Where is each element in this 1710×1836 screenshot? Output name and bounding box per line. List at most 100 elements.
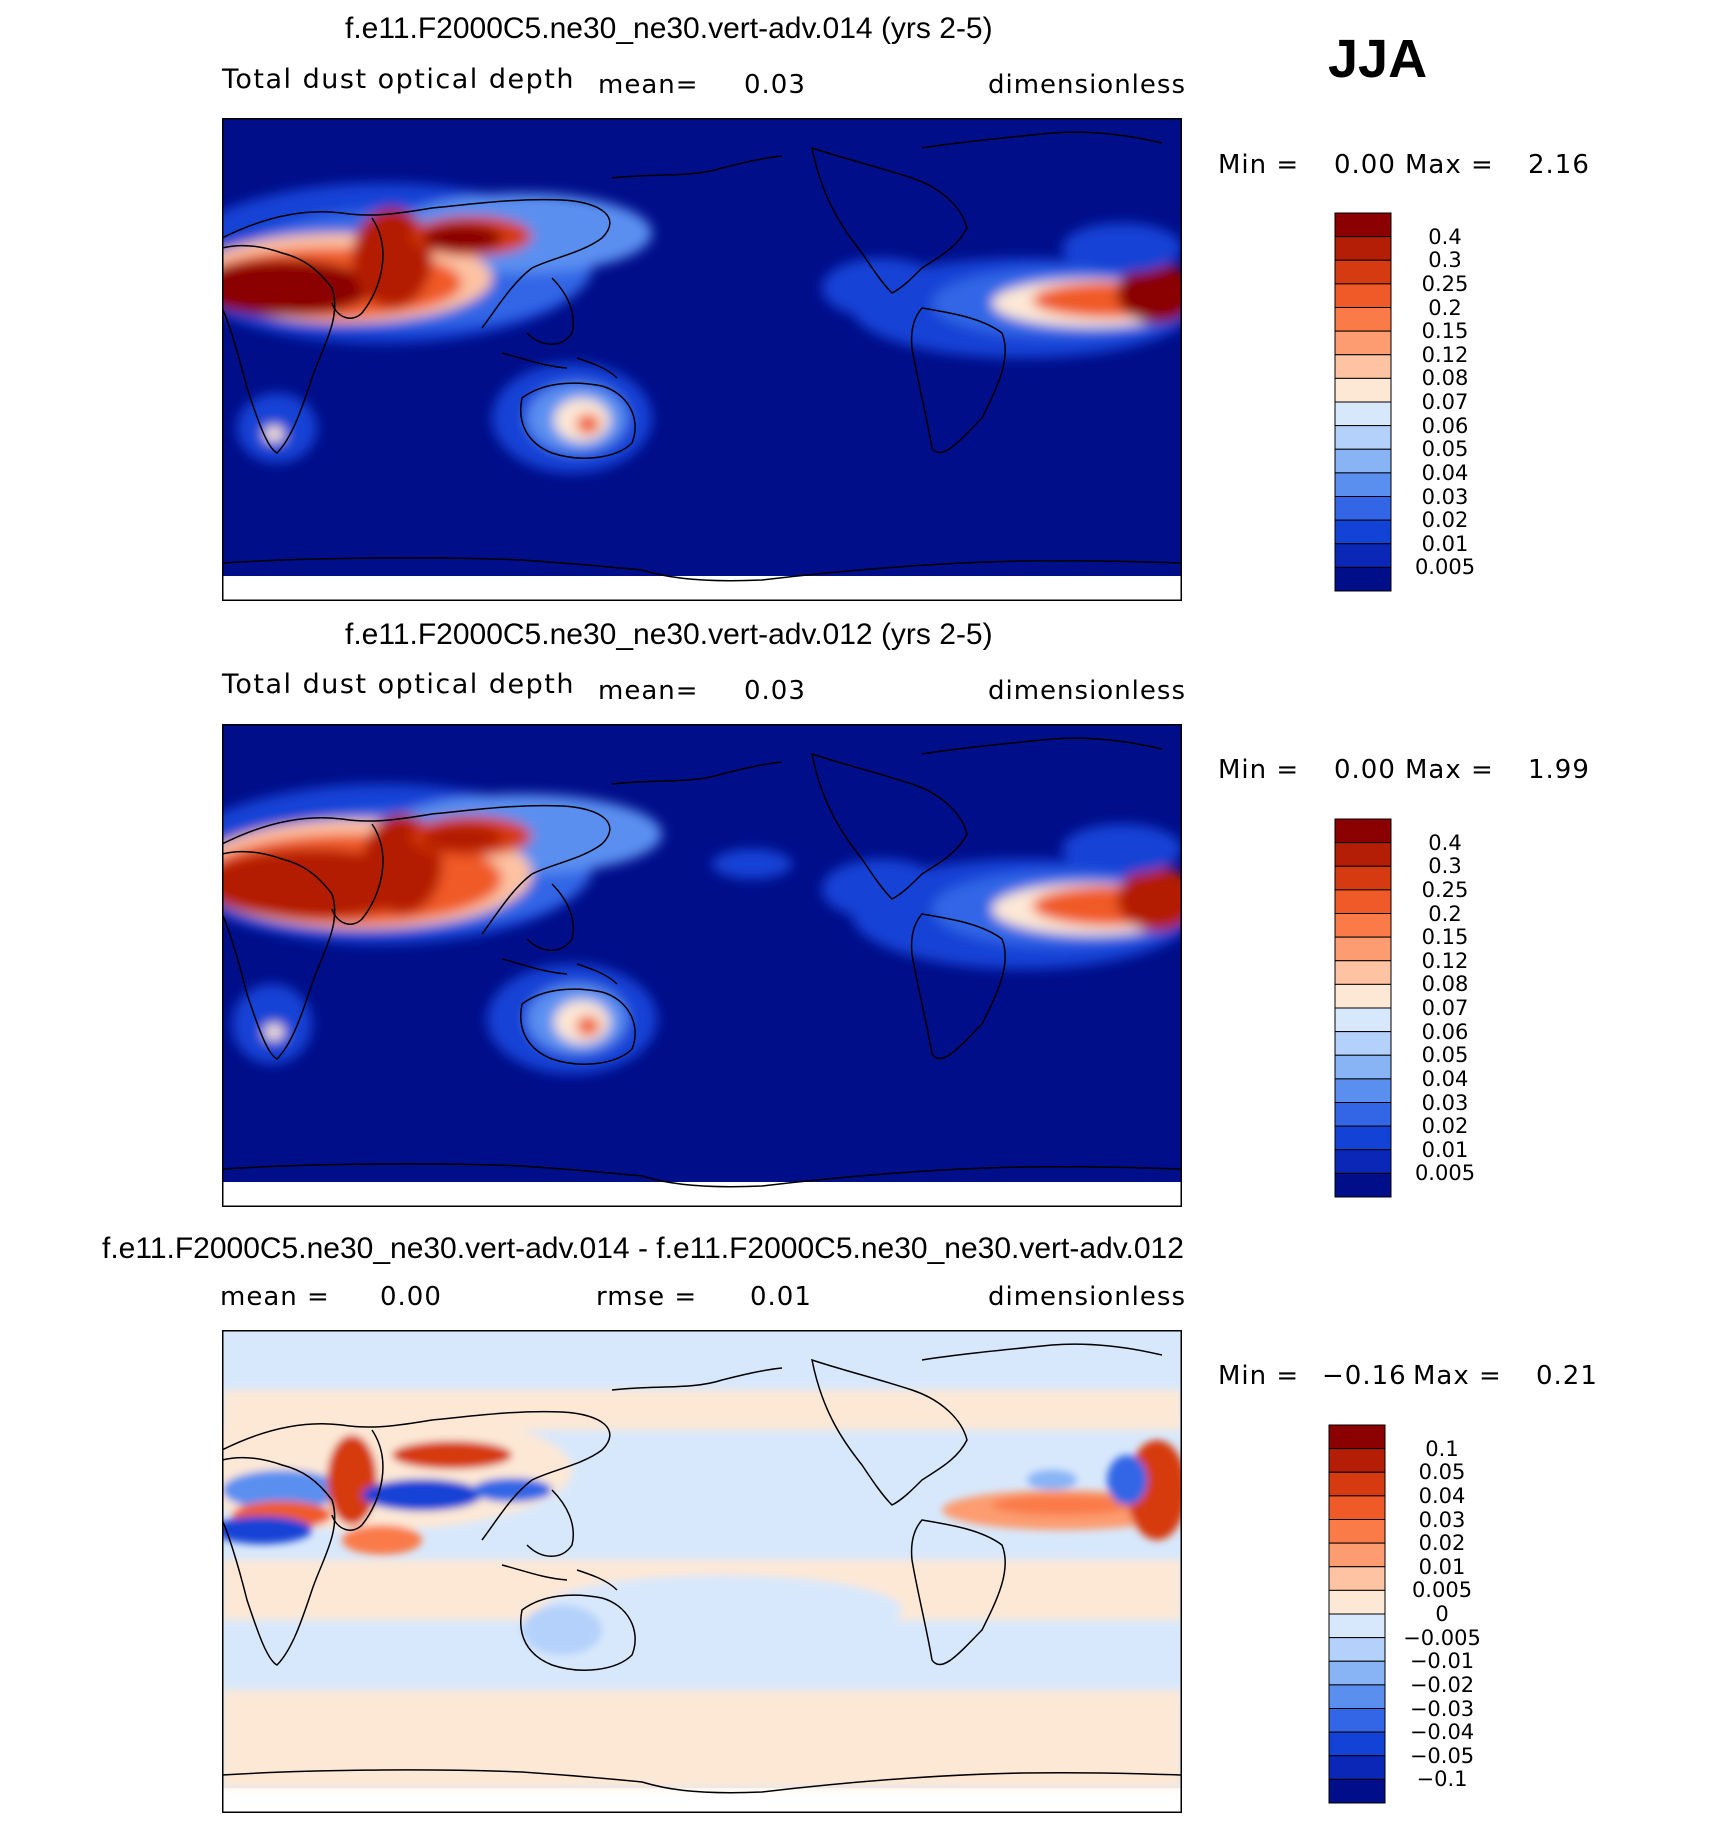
colorbar-swatch xyxy=(1334,519,1392,545)
colorbar-swatch xyxy=(1334,889,1392,914)
colorbar-swatch xyxy=(1328,1778,1386,1804)
colorbar-tick-label: 0.01 xyxy=(1421,531,1469,556)
panel-2-colorbar-labels: 0.4 0.3 0.25 0.2 0.15 0.12 0.08 0.07 0.06 0.05 0.0… xyxy=(1400,818,1490,1198)
colorbar-tick-label: 0.2 xyxy=(1428,295,1462,320)
colorbar-tick-label: 0.06 xyxy=(1421,1019,1469,1044)
colorbar-tick-label: 0.04 xyxy=(1421,460,1469,485)
colorbar-tick-label: 0.04 xyxy=(1418,1483,1466,1508)
colorbar-tick-label: 0.005 xyxy=(1414,555,1476,580)
colorbar-tick-label: 0.15 xyxy=(1421,319,1469,344)
colorbar-tick-label: 0.25 xyxy=(1421,271,1469,296)
colorbar-tick-label: 0.1 xyxy=(1425,1436,1459,1461)
colorbar-tick-label: 0.4 xyxy=(1428,830,1462,855)
panel-3-min-value: −0.16 xyxy=(1322,1361,1407,1391)
colorbar-swatch xyxy=(1334,1172,1392,1198)
panel-1-min-value: 0.00 xyxy=(1334,150,1396,180)
panel-1-max-label: Max = xyxy=(1405,150,1494,180)
colorbar-tick-label: −0.04 xyxy=(1409,1720,1475,1745)
colorbar-swatch xyxy=(1334,960,1392,985)
colorbar-swatch xyxy=(1328,1542,1386,1568)
panel-1-min-label: Min = xyxy=(1218,150,1300,180)
colorbar-swatch xyxy=(1334,1149,1392,1174)
panel-2-max-value: 1.99 xyxy=(1528,755,1590,785)
colorbar-tick-label: 0.08 xyxy=(1421,972,1469,997)
panel-2-map xyxy=(222,724,1182,1207)
colorbar-swatch xyxy=(1334,818,1392,844)
colorbar-swatch xyxy=(1328,1755,1386,1780)
colorbar-swatch xyxy=(1334,354,1392,379)
colorbar-tick-label: 0.3 xyxy=(1428,248,1462,273)
colorbar-swatch xyxy=(1334,842,1392,867)
colorbar-swatch xyxy=(1328,1731,1386,1757)
colorbar-swatch xyxy=(1328,1566,1386,1591)
colorbar-tick-label: 0.05 xyxy=(1421,1043,1469,1068)
colorbar-swatch xyxy=(1334,865,1392,891)
colorbar-tick-label: 0.03 xyxy=(1418,1507,1466,1532)
colorbar-swatch xyxy=(1334,1007,1392,1033)
panel-2-colorbar xyxy=(1334,818,1392,1198)
colorbar-tick-label: 0.02 xyxy=(1418,1531,1466,1556)
panel-3-mean-label: mean = xyxy=(220,1282,330,1312)
colorbar-swatch xyxy=(1334,472,1392,497)
panel-2-min-label: Min = xyxy=(1218,755,1300,785)
colorbar-tick-label: 0.03 xyxy=(1421,484,1469,509)
colorbar-tick-label: 0.12 xyxy=(1421,948,1469,973)
colorbar-swatch xyxy=(1328,1708,1386,1733)
colorbar-tick-label: 0.12 xyxy=(1421,342,1469,367)
colorbar-swatch xyxy=(1334,913,1392,938)
season-label: JJA xyxy=(1328,29,1428,89)
panel-1-mean-value: 0.03 xyxy=(744,70,806,100)
panel-2-variable: Total dust optical depth xyxy=(222,669,575,700)
panel-3-max-label: Max = xyxy=(1413,1361,1502,1391)
colorbar-tick-label: 0.15 xyxy=(1421,925,1469,950)
panel-2-units: dimensionless xyxy=(988,676,1186,706)
colorbar-tick-label: −0.03 xyxy=(1409,1696,1475,1721)
colorbar-swatch xyxy=(1334,496,1392,521)
colorbar-tick-label: 0.03 xyxy=(1421,1090,1469,1115)
panel-2-min-value: 0.00 xyxy=(1334,755,1396,785)
panel-2-mean-label: mean= xyxy=(598,676,699,706)
panel-3-map xyxy=(222,1330,1182,1813)
colorbar-tick-label: 0.02 xyxy=(1421,1114,1469,1139)
panel-3-min-label: Min = xyxy=(1218,1361,1300,1391)
colorbar-swatch xyxy=(1334,330,1392,356)
colorbar-swatch xyxy=(1334,307,1392,332)
panel-3-units: dimensionless xyxy=(988,1282,1186,1312)
panel-2-mean-value: 0.03 xyxy=(744,676,806,706)
colorbar-tick-label: 0.02 xyxy=(1421,508,1469,533)
colorbar-swatch xyxy=(1334,377,1392,403)
colorbar-swatch xyxy=(1328,1613,1386,1639)
panel-1-mean-label: mean= xyxy=(598,70,699,100)
colorbar-tick-label: 0.4 xyxy=(1428,224,1462,249)
colorbar-tick-label: 0.05 xyxy=(1418,1460,1466,1485)
colorbar-swatch xyxy=(1334,1102,1392,1127)
panel-2-max-label: Max = xyxy=(1405,755,1494,785)
colorbar-swatch xyxy=(1334,936,1392,962)
panel-1-units: dimensionless xyxy=(988,70,1186,100)
colorbar-swatch xyxy=(1334,1125,1392,1151)
colorbar-tick-label: 0.3 xyxy=(1428,854,1462,879)
colorbar-swatch xyxy=(1334,212,1392,238)
colorbar-tick-label: 0.005 xyxy=(1411,1578,1473,1603)
panel-1-colorbar-labels: 0.4 0.3 0.25 0.2 0.15 0.12 0.08 0.07 0.06 0.05 0.0… xyxy=(1400,212,1490,592)
colorbar-swatch xyxy=(1328,1519,1386,1544)
colorbar-swatch xyxy=(1334,283,1392,308)
colorbar-swatch xyxy=(1334,566,1392,592)
colorbar-swatch xyxy=(1334,1078,1392,1103)
colorbar-swatch xyxy=(1334,259,1392,285)
colorbar-tick-label: 0.07 xyxy=(1421,996,1469,1020)
colorbar-tick-label: 0.05 xyxy=(1421,437,1469,462)
colorbar-swatch xyxy=(1334,401,1392,427)
colorbar-swatch xyxy=(1334,236,1392,261)
colorbar-swatch xyxy=(1328,1424,1386,1450)
colorbar-swatch xyxy=(1328,1660,1386,1686)
colorbar-tick-label: 0.01 xyxy=(1421,1137,1469,1162)
colorbar-swatch xyxy=(1328,1448,1386,1473)
panel-3-rmse-value: 0.01 xyxy=(750,1282,812,1312)
colorbar-swatch xyxy=(1328,1495,1386,1520)
panel-3-mean-value: 0.00 xyxy=(380,1282,442,1312)
panel-3-max-value: 0.21 xyxy=(1536,1361,1598,1391)
colorbar-tick-label: 0.25 xyxy=(1421,877,1469,902)
colorbar-swatch xyxy=(1334,1031,1392,1056)
colorbar-tick-label: 0.07 xyxy=(1421,390,1469,414)
